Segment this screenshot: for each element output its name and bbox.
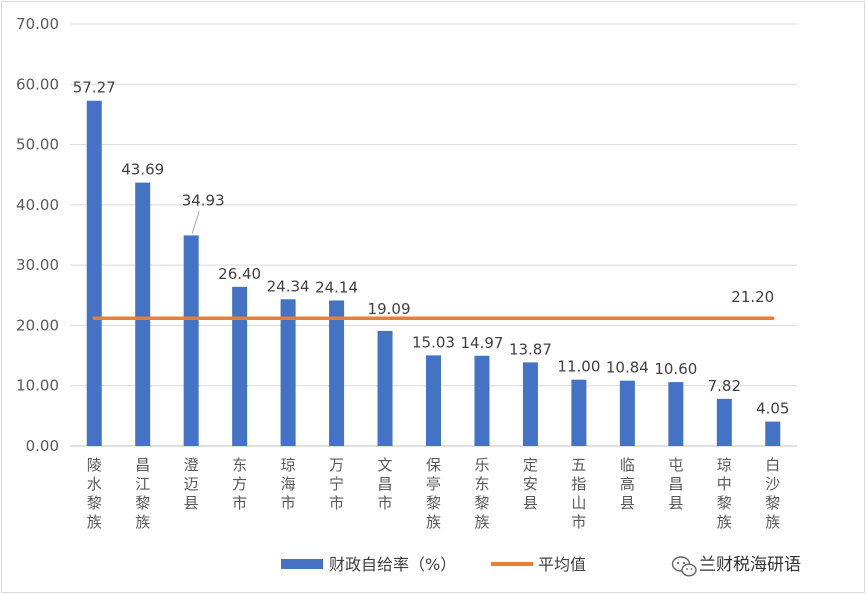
bar	[668, 382, 684, 446]
category-label: 保亭黎族	[426, 456, 441, 531]
data-label: 19.09	[368, 300, 411, 318]
category-label: 澄迈县	[184, 456, 199, 512]
watermark: 兰财税海研语	[671, 555, 801, 577]
bar	[232, 286, 248, 446]
bar	[765, 421, 781, 446]
category-label: 文昌市	[378, 456, 393, 512]
category-label: 东方市	[232, 456, 247, 512]
category-label: 临高县	[620, 456, 635, 512]
bar-series	[86, 100, 781, 447]
legend-label-bar: 财政自给率（%）	[329, 555, 456, 574]
bar	[619, 380, 635, 446]
y-tick-label: 20.00	[16, 316, 59, 334]
average-line-label: 21.20	[731, 288, 774, 306]
data-label: 15.03	[412, 333, 455, 351]
data-label: 7.82	[708, 377, 741, 395]
leader-line	[191, 211, 200, 234]
data-label: 57.27	[73, 79, 116, 97]
category-label: 乐东黎族	[474, 456, 489, 531]
data-label: 4.05	[756, 400, 789, 418]
bar	[522, 362, 538, 446]
category-label: 白沙黎族	[765, 456, 780, 531]
legend-swatch-bar	[281, 559, 323, 569]
data-label: 14.97	[460, 334, 503, 352]
y-tick-label: 40.00	[16, 196, 59, 214]
bar	[716, 398, 732, 446]
data-label: 10.84	[606, 359, 649, 377]
bar	[280, 299, 296, 446]
leader-lines	[191, 211, 200, 234]
data-label: 11.00	[557, 358, 600, 376]
bar	[377, 330, 393, 446]
bar	[474, 355, 490, 446]
category-label: 昌江黎族	[135, 456, 150, 531]
watermark-text: 兰财税海研语	[699, 555, 801, 575]
legend: 财政自给率（%） 平均值	[281, 555, 586, 574]
bar	[571, 379, 587, 446]
legend-label-line: 平均值	[538, 555, 586, 574]
y-tick-label: 50.00	[16, 136, 59, 154]
wechat-icon	[671, 556, 697, 577]
bar	[86, 100, 102, 446]
data-label: 10.60	[654, 360, 697, 378]
data-label: 13.87	[509, 340, 552, 358]
y-tick-label: 0.00	[26, 437, 59, 455]
data-label: 26.40	[218, 265, 261, 283]
data-label: 34.93	[182, 191, 225, 209]
bar	[329, 300, 345, 446]
y-tick-label: 70.00	[16, 15, 59, 33]
category-label: 琼中黎族	[717, 456, 732, 531]
y-tick-label: 10.00	[16, 377, 59, 395]
category-label: 定安县	[523, 456, 538, 512]
data-label: 24.34	[267, 277, 310, 295]
category-label: 五指山市	[571, 456, 586, 531]
y-axis: 0.00 10.00 20.00 30.00 40.00 50.00 60.00 70.00	[16, 15, 59, 455]
x-axis: 陵水黎族 昌江黎族 澄迈县 东方市 琼海市 万宁市 文昌市 保亭黎族 乐东黎族 定安县 五指山市 临高…	[87, 456, 781, 531]
y-tick-label: 30.00	[16, 256, 59, 274]
category-label: 陵水黎族	[87, 456, 102, 531]
bar	[183, 235, 199, 446]
data-label: 43.69	[121, 161, 164, 179]
category-label: 万宁市	[329, 456, 344, 512]
data-label: 24.14	[315, 278, 358, 296]
y-tick-label: 60.00	[16, 75, 59, 93]
bar	[426, 355, 441, 446]
bar	[135, 182, 151, 447]
category-label: 琼海市	[281, 456, 296, 512]
category-label: 屯昌县	[668, 456, 683, 512]
data-labels: 57.27 43.69 34.93 26.40 24.34 24.14 19.0915.03…	[73, 79, 790, 418]
